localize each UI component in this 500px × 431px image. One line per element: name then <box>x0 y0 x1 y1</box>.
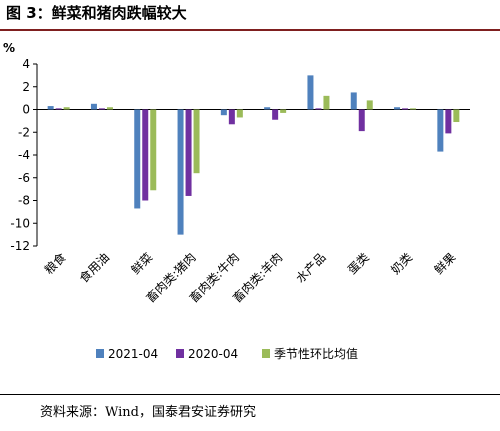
y-tick-label: 4 <box>22 57 30 71</box>
category-label: 食用油 <box>76 250 112 286</box>
legend-swatch <box>176 349 184 358</box>
y-axis-unit: % <box>3 41 15 55</box>
bar-3 <box>366 100 373 110</box>
legend-label: 季节性环比均值 <box>274 346 358 361</box>
chart-labels: 420-2-4-6-8-10-12%粮食 食用油 鲜菜畜肉类:猪肉畜肉类:牛肉畜肉类… <box>3 41 458 305</box>
category-label: 水产品 <box>293 250 328 285</box>
bar-1 <box>90 103 97 110</box>
category-label: 奶类 <box>388 250 415 277</box>
bar-1 <box>307 75 314 110</box>
bar-2 <box>272 109 279 120</box>
category-label: 鲜菜 <box>128 250 155 277</box>
bar-3 <box>63 107 70 110</box>
bar-3 <box>280 109 287 113</box>
title-rule <box>0 29 500 31</box>
bar-3 <box>193 109 200 174</box>
y-tick-label: 0 <box>22 103 30 117</box>
category-label: 粮食 <box>41 250 69 278</box>
chart-title: 图 3：鲜菜和猪肉跌幅较大 <box>6 4 187 22</box>
bar-1 <box>220 109 227 116</box>
bar-1 <box>47 106 54 110</box>
chart-bars <box>47 75 460 235</box>
y-tick-label: 2 <box>22 80 30 94</box>
y-tick-label: -8 <box>18 194 30 208</box>
category-label: 蛋类 <box>345 250 372 277</box>
legend-swatch <box>96 349 104 358</box>
bar-1 <box>350 92 357 110</box>
bar-3 <box>323 95 330 110</box>
bar-3 <box>150 109 157 191</box>
bar-2 <box>185 109 192 196</box>
bar-3 <box>236 109 243 118</box>
y-tick-label: -4 <box>18 148 30 162</box>
bar-2 <box>228 109 235 125</box>
y-tick-label: -10 <box>10 216 30 230</box>
bar-2 <box>142 109 149 201</box>
bar-2 <box>55 108 62 110</box>
bar-1 <box>134 109 141 209</box>
bar-1 <box>177 109 184 235</box>
bar-3 <box>453 109 460 123</box>
bar-3 <box>410 108 417 110</box>
legend-label: 2020-04 <box>188 347 238 361</box>
bar-1 <box>264 107 271 110</box>
y-tick-label: -6 <box>18 171 30 185</box>
bar-2 <box>98 108 105 110</box>
legend-swatch <box>262 349 270 358</box>
bar-3 <box>106 107 113 110</box>
y-tick-label: -2 <box>18 125 30 139</box>
bar-2 <box>315 108 322 110</box>
bar-chart: 420-2-4-6-8-10-12%粮食 食用油 鲜菜畜肉类:猪肉畜肉类:牛肉畜肉类… <box>3 41 470 361</box>
y-tick-label: -12 <box>10 239 30 253</box>
chart-legend: 2021-04 2020-04 季节性环比均值 <box>96 346 358 361</box>
bar-1 <box>394 107 401 110</box>
footer-rule <box>0 394 500 395</box>
category-label: 鲜果 <box>432 250 459 277</box>
source-note: 资料来源：Wind，国泰君安证券研究 <box>40 405 256 420</box>
bar-1 <box>437 109 444 152</box>
bar-2 <box>402 108 409 110</box>
legend-label: 2021-04 <box>108 347 158 361</box>
bar-2 <box>358 109 365 132</box>
bar-2 <box>445 109 452 134</box>
chart-axes <box>33 63 470 247</box>
